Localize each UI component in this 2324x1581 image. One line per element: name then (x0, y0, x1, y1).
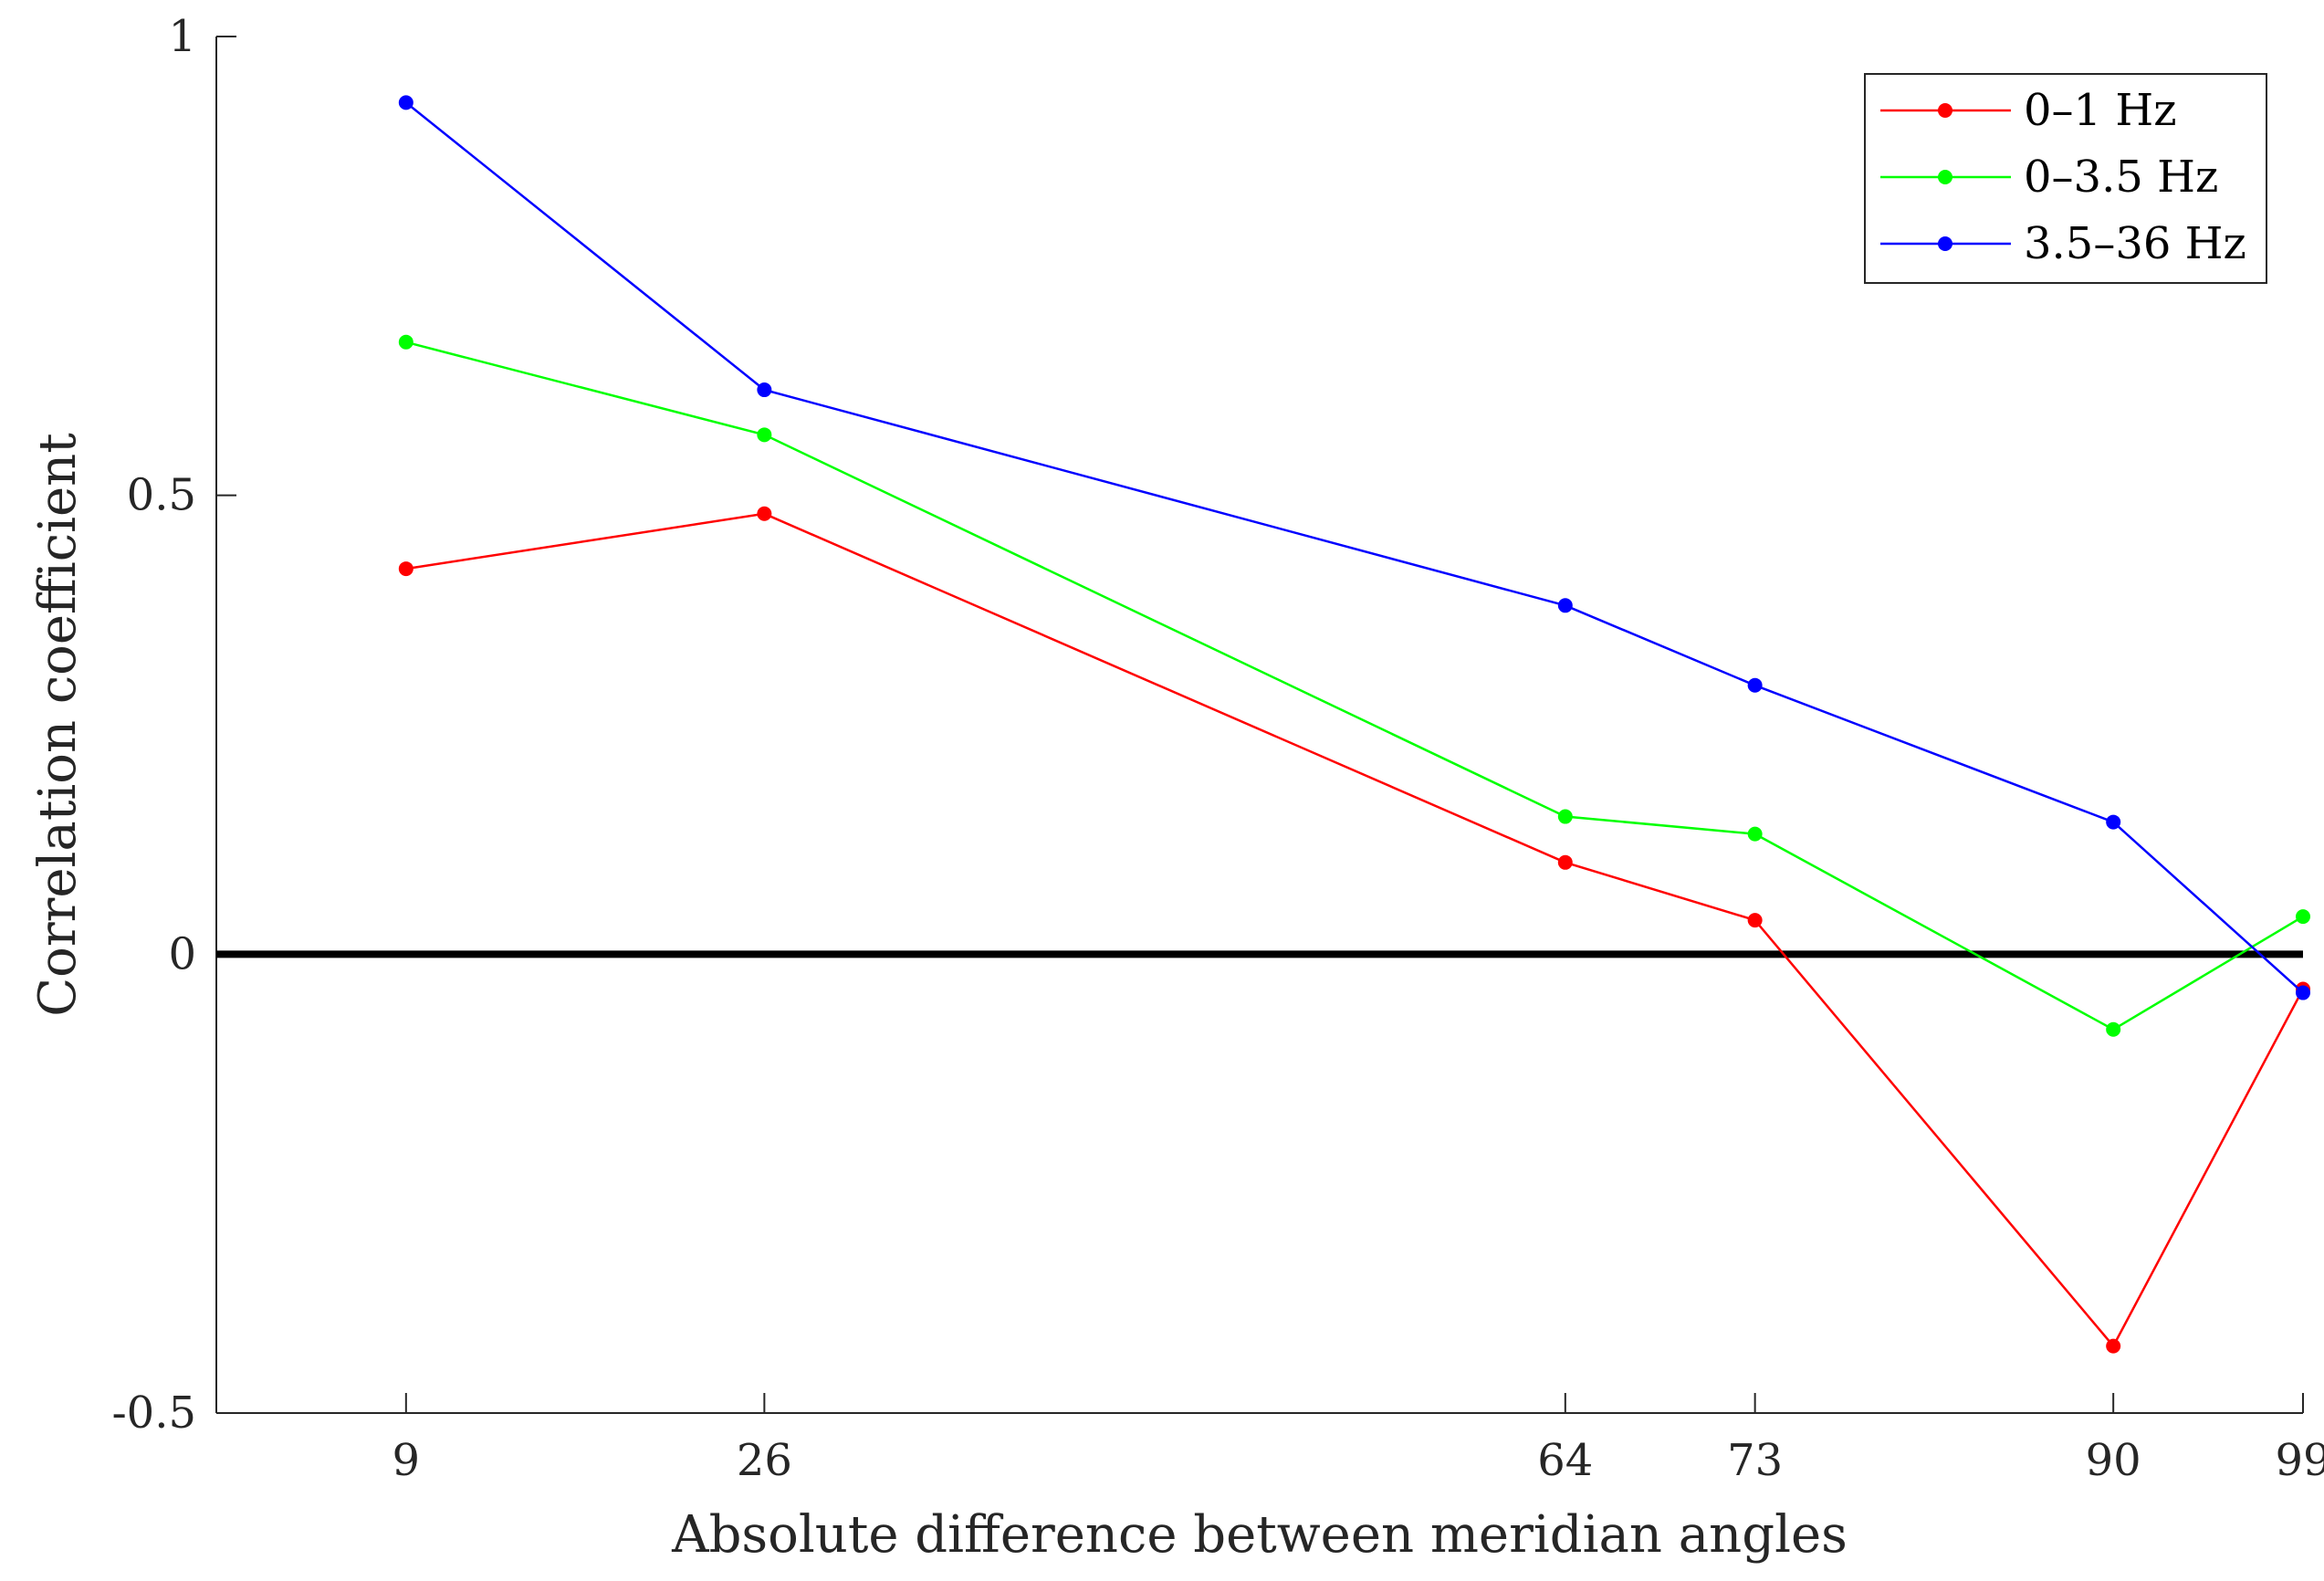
legend-box (1864, 73, 2267, 284)
series-2 (398, 95, 2310, 1000)
y-tick-label: 0.5 (127, 470, 196, 521)
data-point (1747, 913, 1763, 928)
data-point (1557, 854, 1573, 870)
legend-item: 0–3.5 Hz (1880, 152, 2218, 203)
legend-label: 3.5–36 Hz (2024, 218, 2246, 269)
data-point (398, 334, 414, 350)
data-point (398, 561, 414, 577)
legend-marker (1938, 236, 1952, 251)
plot-area: -0.5 0 0.5 1 9 26 64 73 90 99 (111, 11, 2324, 1486)
data-point (2296, 909, 2310, 925)
data-point (757, 382, 772, 398)
x-axis-label: Absolute difference between meridian ang… (671, 1505, 1848, 1565)
legend-marker (1938, 170, 1952, 184)
x-tick-label: 73 (1727, 1435, 1783, 1486)
legend-item: 3.5–36 Hz (1880, 218, 2246, 269)
data-point (757, 427, 772, 443)
series-layer (398, 95, 2310, 1354)
data-point (2106, 814, 2121, 830)
x-tick-label: 90 (2086, 1435, 2141, 1486)
x-tick-label: 64 (1537, 1435, 1593, 1486)
x-tick-label: 99 (2275, 1435, 2324, 1486)
y-tick-label: -0.5 (111, 1387, 196, 1439)
series-line (405, 340, 2304, 1031)
data-point (2106, 1021, 2121, 1037)
y-tick-label: 1 (168, 11, 196, 62)
data-point (2106, 1338, 2121, 1354)
x-tick-label: 9 (393, 1435, 421, 1486)
data-point (398, 95, 414, 110)
series-line (405, 101, 2304, 994)
data-point (757, 506, 772, 521)
y-axis-label: Correlation coefficient (28, 433, 88, 1017)
data-point (1747, 677, 1763, 693)
series-line (405, 512, 2305, 1348)
legend-label: 0–3.5 Hz (2024, 152, 2218, 203)
data-point (1747, 826, 1763, 842)
y-tick-label: 0 (168, 928, 196, 979)
data-point (1557, 809, 1573, 824)
legend-marker (1938, 103, 1952, 118)
x-tick-label: 26 (737, 1435, 792, 1486)
data-point (2296, 985, 2310, 1000)
legend-label: 0–1 Hz (2024, 85, 2176, 136)
legend-item: 0–1 Hz (1880, 85, 2176, 136)
legend: 0–1 Hz 0–3.5 Hz 3.5–36 Hz (1864, 73, 2267, 284)
data-point (1557, 598, 1573, 613)
series-1 (398, 334, 2310, 1037)
